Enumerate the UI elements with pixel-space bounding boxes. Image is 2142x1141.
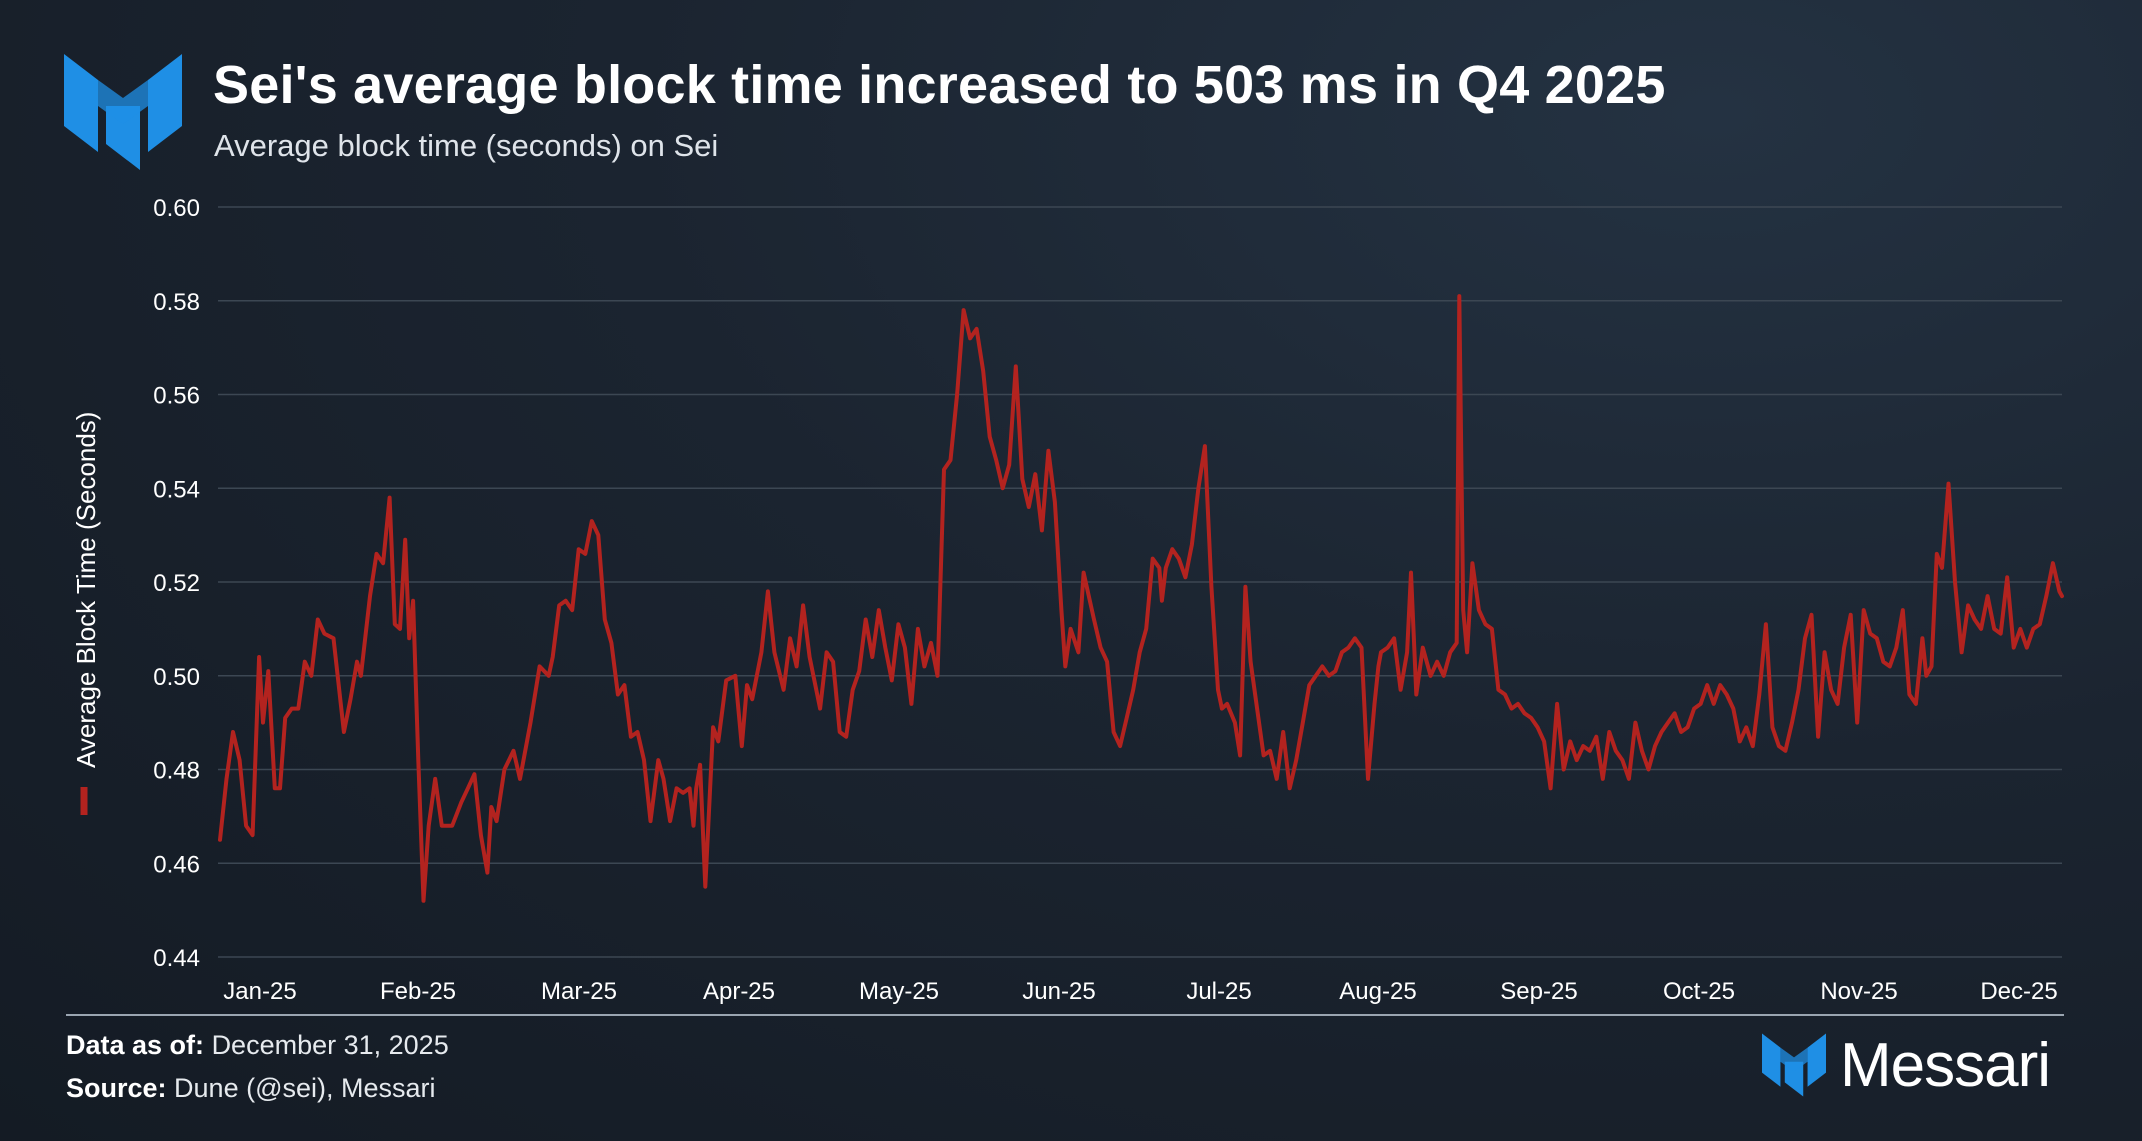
chart-title: Sei's average block time increased to 50… bbox=[213, 55, 1666, 115]
x-tick-label: Jan-25 bbox=[223, 978, 296, 1005]
data-as-of: Data as of: December 31, 2025 bbox=[66, 1030, 449, 1061]
x-tick-label: Dec-25 bbox=[1980, 978, 2057, 1005]
y-axis-ticks: 0.60 0.58 0.56 0.54 0.52 0.50 0.48 0.46 0.44 bbox=[153, 195, 200, 972]
x-tick-label: Jul-25 bbox=[1186, 978, 1251, 1005]
chart-subtitle: Average block time (seconds) on Sei bbox=[214, 128, 719, 163]
y-tick-label: 0.54 bbox=[153, 476, 200, 503]
x-axis-ticks: Jan-25 Feb-25 Mar-25 Apr-25 May-25 Jun-25 Jul-… bbox=[223, 978, 2057, 1005]
x-tick-label: Jun-25 bbox=[1022, 978, 1095, 1005]
x-tick-label: Apr-25 bbox=[703, 978, 775, 1005]
y-tick-label: 0.48 bbox=[153, 758, 200, 785]
brand-lockup: Messari bbox=[1762, 1030, 2051, 1100]
x-tick-label: Mar-25 bbox=[541, 978, 617, 1005]
x-tick-label: Aug-25 bbox=[1339, 978, 1416, 1005]
x-tick-label: Sep-25 bbox=[1500, 978, 1577, 1005]
y-tick-label: 0.56 bbox=[153, 383, 200, 410]
x-tick-label: May-25 bbox=[859, 978, 939, 1005]
y-axis-legend: Average Block Time (Seconds) bbox=[71, 412, 101, 815]
x-tick-label: Oct-25 bbox=[1663, 978, 1735, 1005]
data-as-of-label: Data as of: bbox=[66, 1030, 205, 1060]
y-tick-label: 0.58 bbox=[153, 289, 200, 316]
x-tick-label: Nov-25 bbox=[1820, 978, 1897, 1005]
source-label: Source: bbox=[66, 1073, 167, 1103]
line-chart: 0.60 0.58 0.56 0.54 0.52 0.50 0.48 0.46 0.44 Jan… bbox=[71, 195, 2064, 1005]
footer-divider bbox=[66, 1014, 2064, 1016]
brand-wordmark: Messari bbox=[1840, 1030, 2051, 1100]
x-tick-label: Feb-25 bbox=[380, 978, 456, 1005]
gridlines bbox=[218, 206, 2062, 958]
y-tick-label: 0.50 bbox=[153, 664, 200, 691]
y-tick-label: 0.46 bbox=[153, 851, 200, 878]
messari-brand-icon bbox=[1762, 1033, 1826, 1097]
y-tick-label: 0.44 bbox=[153, 945, 200, 972]
y-tick-label: 0.60 bbox=[153, 195, 200, 222]
y-tick-label: 0.52 bbox=[153, 570, 200, 597]
data-as-of-value: December 31, 2025 bbox=[211, 1030, 449, 1060]
series-line-average-block-time bbox=[218, 294, 2064, 903]
y-axis-label: Average Block Time (Seconds) bbox=[71, 412, 101, 768]
messari-logo-icon bbox=[64, 54, 182, 170]
source-note: Source: Dune (@sei), Messari bbox=[66, 1073, 436, 1104]
source-value: Dune (@sei), Messari bbox=[174, 1073, 436, 1103]
